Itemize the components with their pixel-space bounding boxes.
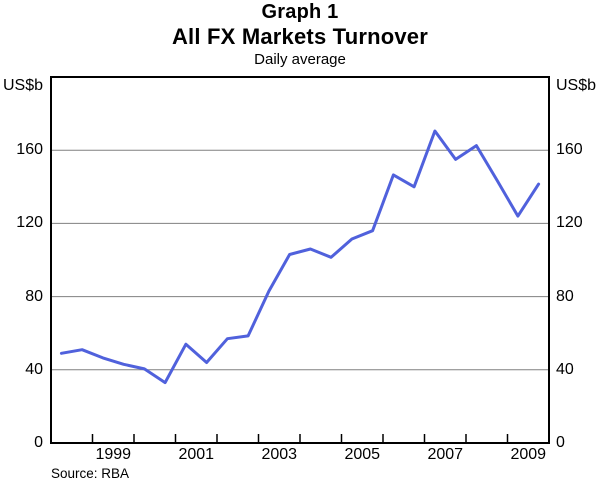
y-tick-label-left: 80: [25, 287, 43, 305]
y-tick-label-left: 120: [16, 214, 43, 232]
source-note: Source: RBA: [51, 466, 130, 481]
turnover-line-series: [59, 129, 541, 385]
y-tick-label-left: 160: [16, 141, 43, 159]
x-tick-label: 2005: [344, 446, 381, 463]
y-axis-unit-right: US$b: [556, 77, 597, 94]
y-tick-label-right: 0: [556, 434, 565, 451]
y-tick-label-left: 0: [34, 434, 43, 451]
x-tick-label: 2001: [178, 446, 215, 463]
graph-number-title: Graph 1: [261, 1, 339, 23]
y-axis-unit-left: US$b: [2, 77, 43, 94]
x-tick-label: 1999: [95, 446, 132, 463]
x-tick-label: 2009: [510, 446, 547, 463]
x-tick-label: 2007: [427, 446, 464, 463]
y-tick-label-right: 120: [556, 214, 583, 232]
y-tick-label-left: 40: [25, 360, 43, 378]
y-tick-label-right: 160: [556, 141, 583, 159]
plot-border: [50, 76, 550, 444]
graph-main-title: All FX Markets Turnover: [171, 24, 429, 49]
y-tick-label-right: 80: [556, 287, 574, 305]
graph-subtitle: Daily average: [254, 51, 346, 68]
x-tick-label: 2003: [261, 446, 298, 463]
y-tick-label-right: 40: [556, 360, 574, 378]
